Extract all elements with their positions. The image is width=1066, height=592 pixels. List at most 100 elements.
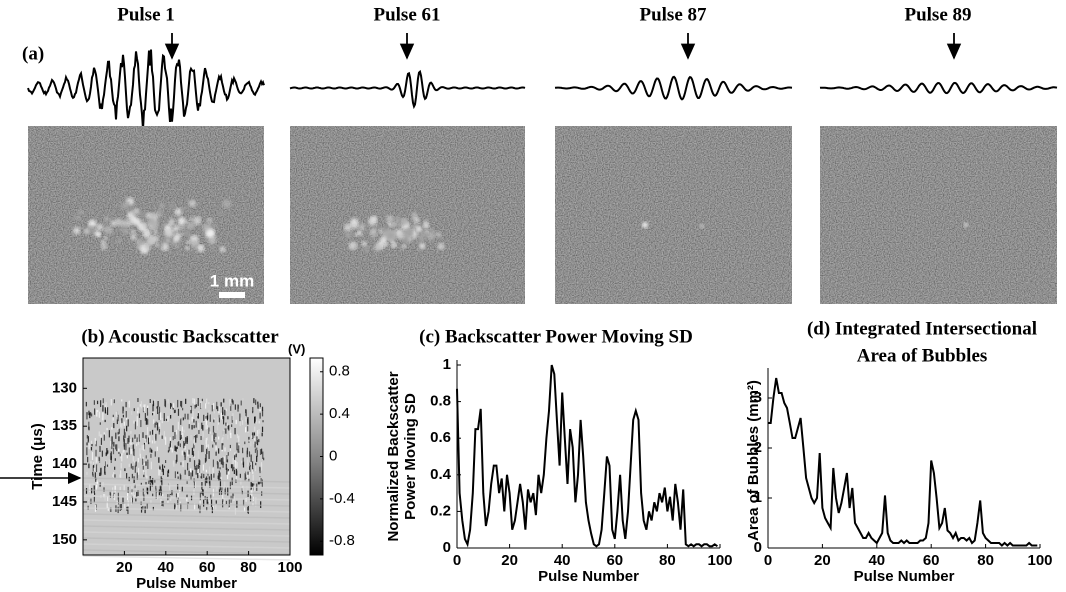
- heatmap-streak: [215, 433, 217, 437]
- heatmap-streak: [258, 420, 260, 424]
- bubble: [104, 225, 113, 235]
- heatmap-streak: [206, 437, 208, 441]
- heatmap-streak: [99, 422, 101, 425]
- heatmap-streak: [262, 420, 264, 423]
- heatmap-streak: [184, 413, 186, 420]
- heatmap-streak: [217, 475, 219, 480]
- bubble: [188, 216, 193, 221]
- heatmap-streak: [233, 469, 235, 475]
- heatmap-streak: [125, 401, 127, 408]
- heatmap-streak: [244, 473, 246, 481]
- heatmap-streak: [245, 415, 247, 422]
- heatmap-streak: [148, 480, 150, 484]
- heatmap-streak: [254, 441, 256, 448]
- heatmap-streak: [91, 413, 93, 417]
- heatmap-streak: [208, 451, 210, 459]
- heatmap-streak: [232, 413, 234, 421]
- heatmap-streak: [111, 444, 113, 450]
- heatmap-streak: [174, 409, 176, 413]
- bubble: [386, 215, 394, 223]
- heatmap-streak: [198, 503, 200, 509]
- x-axis-label: Pulse Number: [136, 575, 237, 592]
- heatmap-streak: [222, 494, 224, 499]
- heatmap-streak: [142, 458, 144, 465]
- heatmap-streak: [154, 422, 156, 428]
- heatmap-streak: [197, 472, 199, 479]
- heatmap-streak: [96, 400, 99, 405]
- heatmap-streak: [153, 430, 155, 439]
- heatmap-streak: [112, 474, 114, 477]
- heatmap-streak: [207, 444, 209, 449]
- heatmap-streak: [227, 425, 229, 430]
- bubble: [145, 229, 150, 234]
- heatmap-streak: [136, 472, 138, 481]
- heatmap-streak: [103, 434, 105, 441]
- heatmap-streak: [121, 418, 123, 424]
- heatmap-streak: [158, 468, 160, 476]
- heatmap-streak: [186, 436, 188, 444]
- heatmap-streak: [191, 424, 193, 430]
- heatmap-streak: [255, 497, 257, 504]
- bubble: [159, 213, 163, 217]
- bubble: [350, 221, 359, 230]
- heatmap-band: [82, 543, 291, 549]
- bubble: [158, 230, 162, 234]
- heatmap-streak: [192, 450, 194, 455]
- heatmap-streak: [145, 455, 147, 459]
- heatmap-streak: [131, 495, 133, 504]
- bubble: [108, 212, 113, 217]
- heatmap-streak: [248, 469, 250, 478]
- bubble: [186, 220, 190, 224]
- heatmap-streak: [177, 500, 179, 505]
- heatmap-streak: [231, 424, 233, 428]
- heatmap-streak: [123, 484, 125, 492]
- heatmap-streak: [230, 432, 232, 439]
- heatmap-streak: [133, 494, 136, 498]
- heatmap-streak: [212, 425, 215, 433]
- bubble: [141, 222, 147, 228]
- heatmap-streak: [176, 454, 178, 462]
- heatmap-streak: [222, 409, 224, 414]
- heatmap-streak: [155, 488, 157, 492]
- heatmap-streak: [226, 467, 228, 475]
- heatmap-streak: [236, 470, 238, 476]
- heatmap-streak: [111, 436, 113, 445]
- heatmap-streak: [229, 399, 231, 407]
- heatmap-streak: [254, 416, 256, 422]
- waveform: [289, 69, 526, 110]
- heatmap-streak: [205, 403, 207, 409]
- heatmap-streak: [111, 417, 113, 423]
- heatmap-streak: [114, 466, 116, 470]
- heatmap-streak: [261, 409, 264, 417]
- y-axis-label: Power Moving SD: [402, 393, 419, 520]
- heatmap-streak: [192, 398, 194, 404]
- heatmap-streak: [180, 503, 182, 512]
- heatmap-streak: [132, 465, 134, 470]
- pulse-title: Pulse 87: [639, 4, 707, 25]
- bubble: [348, 241, 358, 250]
- bubble: [88, 219, 97, 228]
- x-tick-label: 20: [501, 552, 518, 569]
- heatmap-streak: [159, 485, 161, 493]
- heatmap-streak: [156, 422, 159, 431]
- heatmap-streak: [159, 422, 161, 430]
- heatmap-streak: [142, 457, 144, 462]
- heatmap-streak: [215, 500, 217, 504]
- heatmap-streak: [259, 412, 261, 419]
- heatmap-streak: [186, 475, 188, 482]
- heatmap-streak: [247, 505, 249, 514]
- heatmap-streak: [240, 400, 242, 406]
- heatmap-streak: [161, 478, 163, 486]
- y-tick-label: 130: [52, 379, 77, 396]
- heatmap-streak: [142, 407, 145, 413]
- bubble: [73, 227, 81, 235]
- heatmap-streak: [145, 469, 147, 478]
- heatmap-streak: [107, 450, 109, 454]
- heatmap-streak: [113, 472, 115, 478]
- heatmap-streak: [251, 435, 253, 439]
- heatmap-streak: [186, 496, 188, 502]
- heatmap-streak: [137, 407, 139, 411]
- heatmap-streak: [260, 501, 262, 509]
- heatmap-streak: [112, 414, 114, 418]
- heatmap-streak: [211, 405, 213, 412]
